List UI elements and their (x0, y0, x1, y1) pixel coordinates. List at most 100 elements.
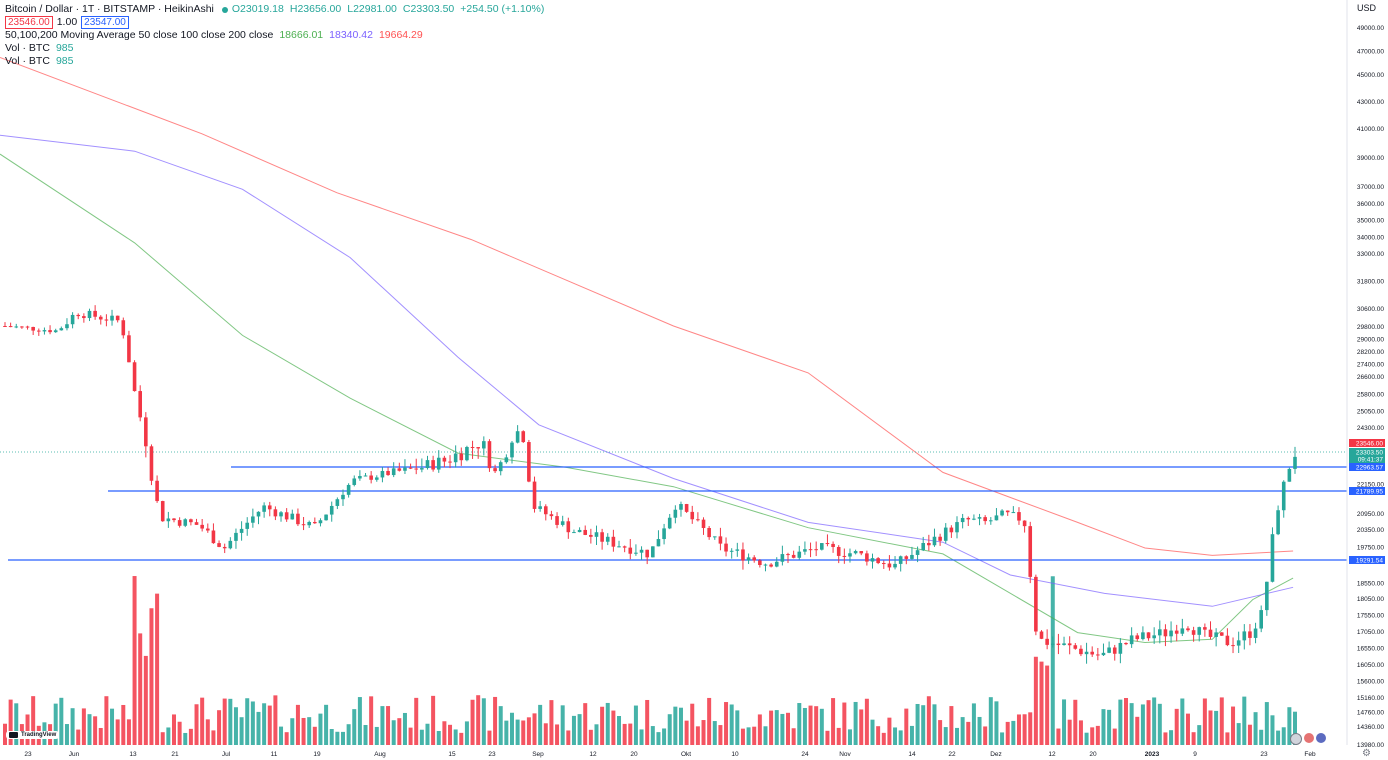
volume-bar (819, 708, 824, 745)
volume-bar (966, 721, 971, 745)
price-tick-label: 20350.00 (1357, 527, 1384, 534)
volume-bar (1293, 711, 1297, 745)
lightning-icon[interactable] (1290, 733, 1302, 745)
vol-legend-row-1[interactable]: Vol · BTC 985 (5, 42, 544, 55)
event-badges[interactable] (1290, 733, 1326, 745)
candle-body (335, 499, 340, 506)
flag-us-icon[interactable] (1304, 733, 1314, 743)
candle-body (814, 549, 818, 551)
volume-bar (262, 703, 267, 745)
candle-body (893, 563, 897, 568)
volume-bar (1045, 665, 1050, 745)
sell-price-box[interactable]: 23546.00 (5, 16, 53, 29)
volume-bar (1140, 704, 1145, 745)
candle-body (622, 546, 627, 548)
candle-body (369, 475, 373, 480)
candle-body (1219, 632, 1224, 636)
candle-body (470, 446, 475, 448)
volume-bar (893, 727, 898, 745)
volume-bar (369, 696, 374, 745)
candle-body (273, 509, 278, 517)
volume-bar (284, 732, 289, 745)
candle-body (251, 516, 255, 523)
candle-body (1248, 631, 1252, 638)
candle-body (589, 534, 593, 537)
candle-body (1174, 630, 1179, 634)
price-axis[interactable]: 49000.00 47000.00 45000.00 43000.00 41000.00… (1346, 0, 1388, 760)
volume-bar (59, 697, 64, 745)
price-tick-label: 39000.00 (1357, 155, 1384, 162)
candle-body (1005, 510, 1010, 513)
volume-bar (1090, 727, 1095, 745)
time-tick-label: 24 (801, 751, 809, 758)
price-tick-label: 29000.00 (1357, 337, 1384, 344)
volume-bar (419, 729, 424, 745)
time-tick-label: Jul (222, 751, 231, 758)
candle-body (363, 475, 368, 477)
vol-legend-row-2[interactable]: Vol · BTC 985 (5, 55, 544, 68)
candle-body (1028, 526, 1033, 577)
flag-eu-icon[interactable] (1316, 733, 1326, 743)
buy-price-box[interactable]: 23547.00 (81, 16, 129, 29)
candle-body (1214, 632, 1218, 637)
volume-bar (76, 729, 81, 745)
candle-body (645, 549, 649, 558)
candle-body (701, 519, 706, 529)
ma-legend-row[interactable]: 50,100,200 Moving Average 50 close 100 c… (5, 29, 544, 42)
volume-bar (1016, 714, 1021, 745)
volume-bar (622, 723, 627, 745)
candle-body (881, 563, 886, 565)
candle-body (476, 447, 480, 449)
candle-body (938, 536, 942, 541)
candle-body (144, 417, 148, 447)
volume-bar (239, 717, 244, 745)
time-axis[interactable]: 23 Jun 13 21 Jul 11 19 Aug 15 23 Sep 12 20 Okt 10 24 Nov… (24, 751, 1316, 758)
candle-body (53, 330, 58, 333)
candle-body (955, 522, 959, 533)
volume-bar (571, 715, 576, 745)
candle-body (684, 504, 689, 512)
horizontal-levels[interactable] (0, 451, 1347, 561)
symbol-row[interactable]: Bitcoin / Dollar · 1T · BITSTAMP · Heiki… (5, 3, 544, 16)
volume-bar (1270, 715, 1275, 745)
volume-bar (493, 696, 498, 745)
candle-body (1259, 610, 1264, 629)
candle-body (594, 532, 599, 537)
currency-label[interactable]: USD (1356, 3, 1376, 13)
candle-body (205, 528, 210, 531)
candle-body (313, 521, 317, 524)
volume-bar (662, 728, 667, 745)
volume-bar (898, 730, 903, 745)
candle-body (465, 446, 469, 461)
vol-value: 985 (55, 42, 74, 54)
time-tick-label: Jun (69, 751, 80, 758)
symbol-title[interactable]: Bitcoin / Dollar · 1T · BITSTAMP · Heiki… (5, 3, 214, 15)
candle-body (284, 512, 289, 520)
price-label-bg (1349, 487, 1385, 495)
volume-bar (245, 698, 250, 745)
candle-body (442, 457, 447, 462)
time-tick-label: 23 (1260, 751, 1268, 758)
volume-bar (200, 697, 205, 745)
volume-bar (667, 714, 672, 745)
volume-bar (1039, 661, 1044, 745)
tradingview-logo[interactable]: TradingView (6, 731, 60, 739)
volume-bar (678, 707, 683, 745)
tradingview-logo-text: TradingView (21, 732, 57, 738)
candle-body (82, 316, 86, 319)
price-tick-label: 35000.00 (1357, 218, 1384, 225)
candle-body (1203, 627, 1207, 630)
settings-gear-icon[interactable]: ⚙ (1362, 748, 1371, 759)
volume-bar (453, 729, 458, 745)
candle-body (267, 505, 272, 510)
candle-body (234, 532, 238, 541)
volume-bar (718, 725, 723, 745)
candle-body (189, 519, 193, 523)
candle-body (110, 315, 114, 321)
candle-body (290, 513, 295, 520)
ma-line (0, 153, 1294, 644)
candle-body (403, 467, 407, 471)
candle-body (374, 477, 379, 480)
price-label-bg (1349, 448, 1385, 456)
